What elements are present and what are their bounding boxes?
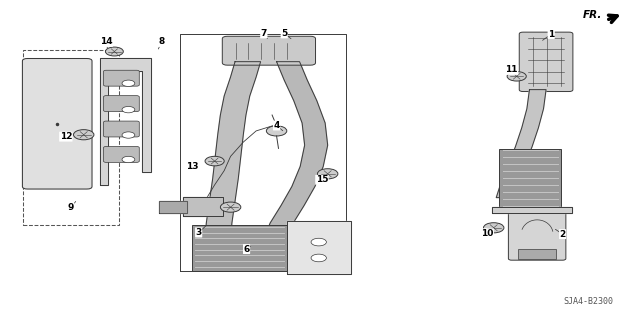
Text: 5: 5 [281,29,287,38]
Text: 14: 14 [100,38,113,47]
Text: 11: 11 [506,65,518,74]
Polygon shape [496,90,546,197]
Polygon shape [159,201,187,213]
Polygon shape [205,62,260,241]
Polygon shape [492,207,572,213]
Polygon shape [182,197,223,216]
Text: 10: 10 [481,229,493,238]
Circle shape [74,130,94,140]
Text: 8: 8 [159,38,164,47]
Text: 9: 9 [68,203,74,212]
Text: 13: 13 [186,162,198,171]
Circle shape [317,169,338,179]
Circle shape [106,47,124,56]
Polygon shape [264,62,328,239]
Circle shape [220,202,241,212]
FancyBboxPatch shape [104,70,140,86]
Circle shape [311,238,326,246]
Text: FR.: FR. [583,10,602,20]
Circle shape [122,107,135,113]
Text: 12: 12 [60,132,72,141]
Text: 4: 4 [273,121,280,130]
Circle shape [122,132,135,138]
Text: 15: 15 [316,175,328,184]
FancyBboxPatch shape [104,96,140,112]
Circle shape [122,156,135,163]
Text: 6: 6 [243,245,250,254]
FancyBboxPatch shape [104,121,140,137]
FancyBboxPatch shape [22,58,92,189]
Circle shape [311,254,326,262]
Polygon shape [100,58,151,185]
FancyBboxPatch shape [508,208,566,260]
Circle shape [266,126,287,136]
Bar [192,225,287,271]
FancyBboxPatch shape [104,146,140,162]
FancyBboxPatch shape [222,36,316,65]
Text: SJA4-B2300: SJA4-B2300 [564,297,614,306]
Circle shape [122,80,135,86]
Text: 2: 2 [559,230,566,239]
Bar [23,50,119,225]
Text: 3: 3 [196,228,202,237]
FancyBboxPatch shape [519,32,573,92]
Circle shape [483,223,504,233]
Text: 7: 7 [260,29,267,38]
Circle shape [507,71,526,81]
Bar [499,149,561,211]
Bar [518,249,556,259]
Circle shape [205,156,224,166]
Text: 1: 1 [548,30,554,39]
Polygon shape [287,221,351,274]
